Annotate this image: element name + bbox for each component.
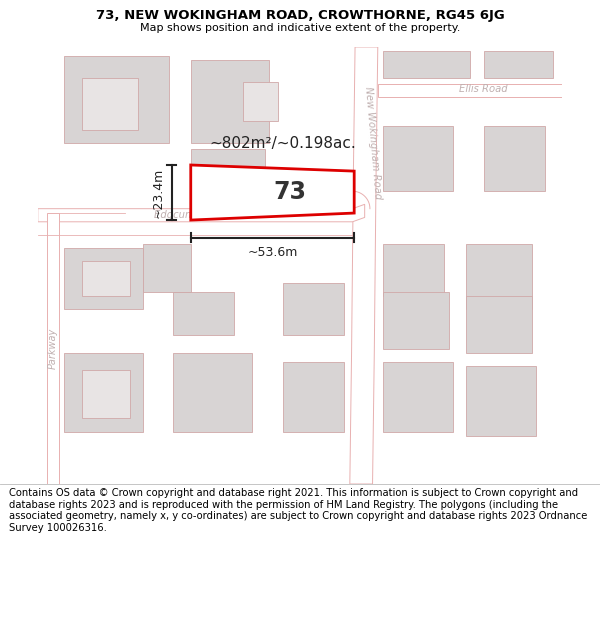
- Polygon shape: [350, 47, 378, 484]
- Bar: [243, 82, 278, 121]
- Polygon shape: [378, 84, 562, 97]
- Bar: [466, 366, 536, 436]
- Polygon shape: [38, 204, 365, 222]
- Text: 73: 73: [274, 180, 307, 204]
- Bar: [484, 51, 553, 78]
- Text: Parkway: Parkway: [47, 328, 58, 369]
- Bar: [383, 244, 444, 296]
- Polygon shape: [47, 213, 59, 484]
- Bar: [191, 60, 269, 143]
- Bar: [82, 261, 130, 296]
- Bar: [143, 244, 191, 292]
- Text: Contains OS data © Crown copyright and database right 2021. This information is : Contains OS data © Crown copyright and d…: [9, 488, 587, 533]
- Bar: [64, 353, 143, 431]
- Text: ~23.4m: ~23.4m: [152, 168, 164, 217]
- Text: Map shows position and indicative extent of the property.: Map shows position and indicative extent…: [140, 23, 460, 33]
- Polygon shape: [191, 165, 354, 220]
- Text: Edgcumbe Park Drive: Edgcumbe Park Drive: [154, 210, 262, 220]
- Bar: [283, 283, 344, 336]
- Bar: [383, 292, 449, 349]
- Bar: [383, 126, 453, 191]
- Bar: [173, 292, 235, 336]
- Text: New Wokingham Road: New Wokingham Road: [362, 86, 382, 200]
- Bar: [383, 51, 470, 78]
- Bar: [466, 244, 532, 309]
- Text: Ellis Road: Ellis Road: [459, 84, 508, 94]
- Bar: [64, 248, 143, 309]
- Text: ~802m²/~0.198ac.: ~802m²/~0.198ac.: [209, 136, 356, 151]
- Bar: [283, 362, 344, 431]
- Bar: [191, 149, 265, 182]
- Bar: [64, 56, 169, 143]
- Bar: [173, 353, 252, 431]
- Bar: [82, 78, 139, 130]
- Text: 73, NEW WOKINGHAM ROAD, CROWTHORNE, RG45 6JG: 73, NEW WOKINGHAM ROAD, CROWTHORNE, RG45…: [95, 9, 505, 22]
- Bar: [383, 362, 453, 431]
- Bar: [466, 296, 532, 353]
- Bar: [484, 126, 545, 191]
- Bar: [82, 371, 130, 419]
- Text: ~53.6m: ~53.6m: [247, 246, 298, 259]
